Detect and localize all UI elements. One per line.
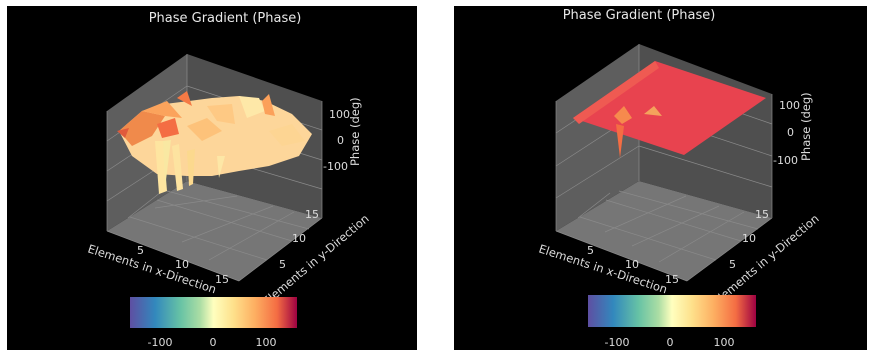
floor-pane <box>107 181 322 281</box>
y-tick-label: 5 <box>729 258 736 271</box>
x-tick-label: 5 <box>587 244 594 257</box>
x-tick-label: 5 <box>137 244 144 257</box>
colorbar-tick-label: -100 <box>148 336 173 349</box>
surface <box>117 91 312 194</box>
colorbar <box>130 297 297 328</box>
colorbar <box>588 295 756 327</box>
y-tick-label: 15 <box>755 208 769 221</box>
z-axis-label: Phase (deg) <box>799 92 813 161</box>
z-tick-label: 100 <box>329 108 350 121</box>
x-tick-label: 15 <box>665 273 679 286</box>
x-tick-label: 15 <box>215 273 229 286</box>
colorbar-tick-label: 100 <box>714 336 735 349</box>
colorbar-tick-label: -100 <box>605 336 630 349</box>
colorbar-tick-label: 0 <box>210 336 217 349</box>
chart-title: Phase Gradient (Phase) <box>563 8 716 23</box>
colorbar-tick-label: 100 <box>256 336 277 349</box>
z-tick-label: 0 <box>337 134 344 147</box>
y-tick-label: 15 <box>305 208 319 221</box>
chart-panel-right: Phase Gradient (Phase) 100 0 -100 Phase … <box>454 6 867 350</box>
z-tick-label: -100 <box>773 154 798 167</box>
z-axis-label: Phase (deg) <box>348 97 362 166</box>
z-tick-label: 0 <box>787 126 794 139</box>
colorbar-tick-label: 0 <box>667 336 674 349</box>
y-tick-label: 10 <box>292 232 306 245</box>
y-tick-label: 10 <box>742 232 756 245</box>
chart-panel-left: Phase Gradient (Phase) <box>7 6 417 350</box>
surface-chart-left: Phase Gradient (Phase) <box>86 11 372 349</box>
x-tick-label: 10 <box>175 258 189 271</box>
chart-title: Phase Gradient (Phase) <box>149 11 302 26</box>
z-tick-label: 100 <box>779 99 800 112</box>
surface <box>573 61 766 158</box>
y-tick-label: 5 <box>279 258 286 271</box>
z-tick-label: -100 <box>323 160 348 173</box>
surface-chart-right: Phase Gradient (Phase) 100 0 -100 Phase … <box>537 8 822 349</box>
x-tick-label: 10 <box>625 258 639 271</box>
